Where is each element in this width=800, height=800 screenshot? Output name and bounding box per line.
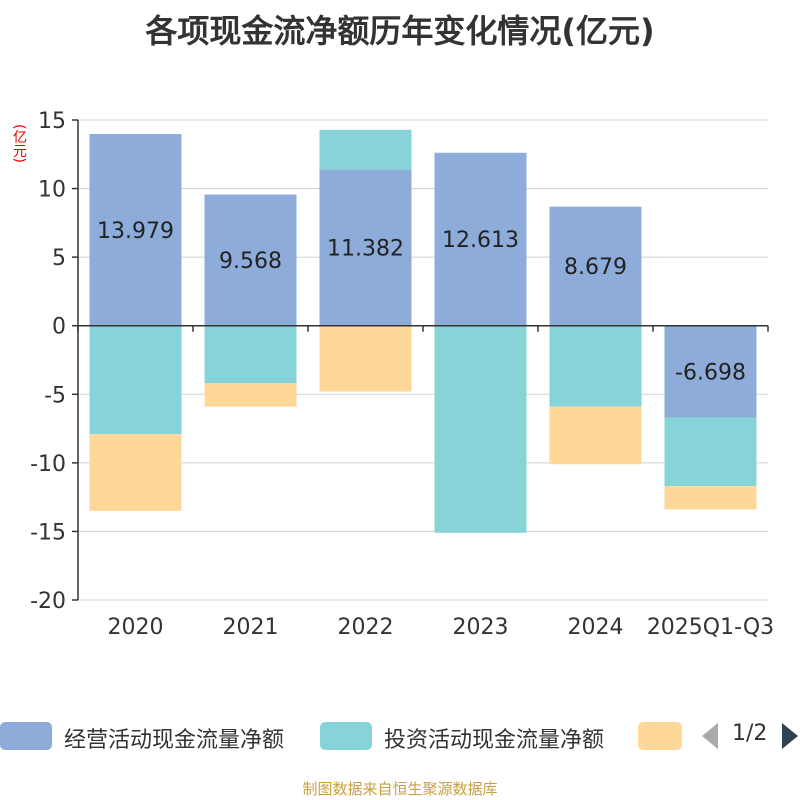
bar-2-2025Q1-Q3 xyxy=(664,417,757,487)
bar-2-2022 xyxy=(319,129,412,170)
bar-series xyxy=(89,129,757,533)
bar-2-2024 xyxy=(549,325,642,407)
y-axis-unit: (亿元) xyxy=(11,124,27,163)
bar-3-2021 xyxy=(204,383,297,407)
bar-3-2024 xyxy=(549,406,642,465)
y-tick-label: -10 xyxy=(30,452,66,477)
x-tick-label: 2025Q1-Q3 xyxy=(647,615,774,640)
data-label: -6.698 xyxy=(675,361,746,386)
x-tick-label: 2020 xyxy=(108,615,164,640)
data-label: 11.382 xyxy=(327,237,404,262)
x-tick-label: 2024 xyxy=(568,615,624,640)
bar-1-2022 xyxy=(319,169,412,326)
bar-2-2020 xyxy=(89,325,182,435)
y-tick-label: 5 xyxy=(52,246,66,271)
grid-lines xyxy=(78,119,768,601)
legend: 经营活动现金流量净额 投资活动现金流量净额 1/2 xyxy=(0,715,800,755)
axes: 15 10 5 0 -5 -10 -15 -20 2020 2021 2022 2023 2024 202… xyxy=(30,109,774,640)
data-label: 9.568 xyxy=(219,249,282,274)
x-tick-label: 2023 xyxy=(453,615,509,640)
legend-label-operating: 经营活动现金流量净额 xyxy=(64,728,285,753)
data-label: 12.613 xyxy=(442,228,519,253)
legend-prev-icon[interactable] xyxy=(702,723,718,749)
legend-swatch-operating xyxy=(0,722,52,750)
bar-1-2020 xyxy=(89,134,182,326)
y-tick-label: 0 xyxy=(52,315,66,340)
data-label: 8.679 xyxy=(564,255,627,280)
data-label: 13.979 xyxy=(97,219,174,244)
chart-area: 15 10 5 0 -5 -10 -15 -20 2020 2021 2022 2023 2024 202… xyxy=(30,109,774,640)
legend-swatch-financing xyxy=(638,722,682,750)
legend-pager: 1/2 xyxy=(702,721,800,751)
x-tick-label: 2021 xyxy=(223,615,279,640)
chart-title: 各项现金流净额历年变化情况(亿元) xyxy=(145,12,655,50)
bar-2-2021 xyxy=(204,325,297,384)
bar-1-2025Q1-Q3 xyxy=(664,325,757,418)
bar-3-2022 xyxy=(319,325,412,392)
x-tick-label: 2022 xyxy=(338,615,394,640)
legend-swatch-investing xyxy=(320,722,372,750)
data-source: 制图数据来自恒生聚源数据库 xyxy=(302,780,498,798)
bar-3-2025Q1-Q3 xyxy=(664,486,757,510)
bar-1-2021 xyxy=(204,194,297,326)
legend-label-investing: 投资活动现金流量净额 xyxy=(384,728,605,753)
bar-2-2023 xyxy=(434,325,527,533)
y-tick-label: 15 xyxy=(38,109,66,134)
data-labels: 13.979 9.568 11.382 12.613 8.679 -6.698 xyxy=(97,219,746,386)
legend-next-icon[interactable] xyxy=(782,723,798,749)
legend-page-indicator: 1/2 xyxy=(732,721,768,746)
bar-3-2020 xyxy=(89,434,182,511)
y-tick-label: 10 xyxy=(38,178,66,203)
y-tick-label: -20 xyxy=(30,589,66,614)
bar-1-2024 xyxy=(549,206,642,326)
bar-1-2023 xyxy=(434,152,527,326)
y-tick-label: -15 xyxy=(30,520,66,545)
y-tick-label: -5 xyxy=(44,383,66,408)
